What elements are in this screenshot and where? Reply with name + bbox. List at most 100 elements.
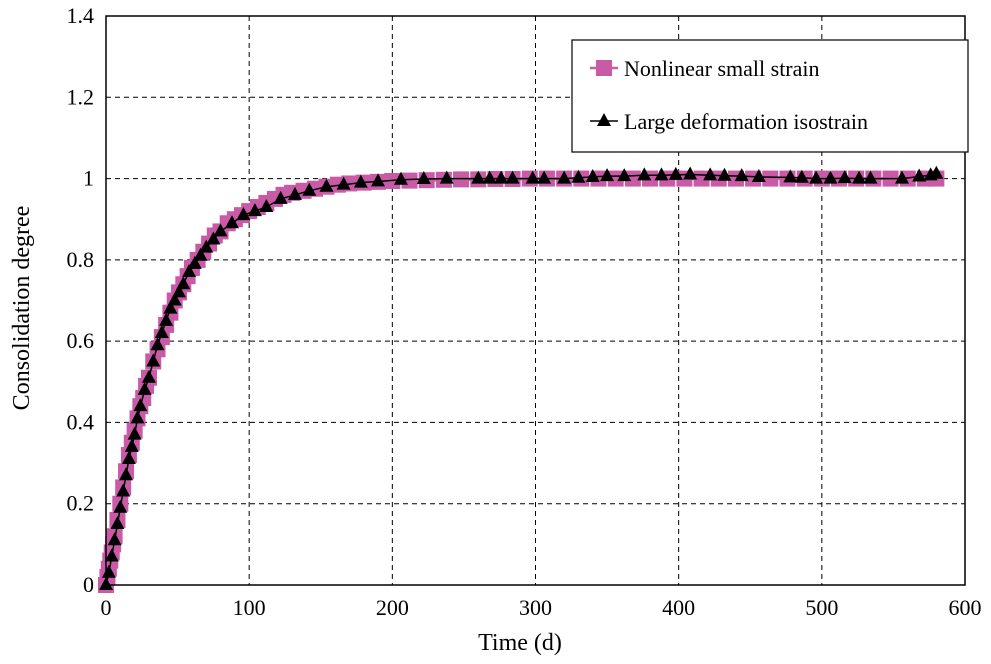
- data-point: [353, 174, 368, 188]
- data-point: [206, 231, 221, 245]
- data-point: [104, 548, 119, 562]
- data-point: [107, 532, 122, 546]
- data-point: [762, 170, 779, 187]
- data-point: [912, 168, 927, 182]
- data-point: [176, 276, 191, 290]
- legend-box: [571, 39, 969, 153]
- series-line: [105, 172, 937, 586]
- data-point: [154, 325, 169, 339]
- y-tick-label: 1: [83, 166, 94, 191]
- data-point: [159, 312, 174, 326]
- data-point: [453, 171, 470, 188]
- legend-label-nonlinear-small-strain: Nonlinear small strain: [624, 56, 820, 81]
- y-tick-label: 0.2: [67, 491, 95, 516]
- data-point: [439, 170, 454, 184]
- data-point: [124, 438, 139, 452]
- data-point: [852, 170, 867, 184]
- data-point: [182, 264, 197, 278]
- y-tick-label: 1.2: [67, 84, 95, 109]
- x-tick-label: 400: [662, 595, 695, 620]
- data-point: [600, 168, 615, 182]
- data-point: [137, 381, 152, 395]
- data-point: [199, 239, 214, 253]
- x-tick-label: 0: [101, 595, 112, 620]
- data-point: [172, 284, 187, 298]
- data-point: [167, 292, 182, 306]
- data-point: [247, 203, 262, 217]
- legend-entry-nonlinear-small-strain: Nonlinear small strain: [590, 56, 820, 81]
- data-point: [525, 170, 540, 184]
- data-point: [110, 516, 125, 530]
- series-layer: [98, 165, 945, 593]
- data-point: [783, 169, 798, 183]
- data-point: [794, 169, 809, 183]
- data-point: [141, 369, 156, 383]
- data-point: [236, 207, 251, 221]
- legend-entry-large-deformation-isostrain: Large deformation isostrain: [590, 109, 868, 134]
- data-point: [537, 170, 552, 184]
- x-tick-label: 600: [949, 595, 982, 620]
- data-point: [654, 167, 669, 181]
- data-point: [557, 170, 572, 184]
- data-point: [393, 171, 408, 185]
- y-tick-label: 1.4: [67, 3, 95, 28]
- data-point: [571, 169, 586, 183]
- data-point: [929, 165, 944, 179]
- y-axis-ticks: 0 0.2 0.4 0.6 0.8 1 1.2 1.4: [67, 3, 95, 597]
- data-point: [116, 483, 131, 497]
- data-point: [624, 170, 641, 187]
- data-point: [585, 168, 600, 182]
- legend-marker-triangle: [597, 113, 611, 126]
- y-tick-label: 0.4: [67, 409, 95, 434]
- data-point: [121, 451, 136, 465]
- legend: Nonlinear small strain Large deformation…: [571, 39, 969, 153]
- y-tick-label: 0: [83, 572, 94, 597]
- x-tick-label: 500: [805, 595, 838, 620]
- data-point: [895, 170, 910, 184]
- data-point: [637, 167, 652, 181]
- data-point: [302, 182, 317, 196]
- y-axis-title: Consolidation degree: [9, 206, 35, 411]
- data-point: [482, 170, 497, 184]
- x-tick-label: 300: [519, 595, 552, 620]
- data-point: [751, 168, 766, 182]
- data-point: [127, 426, 142, 440]
- data-point: [259, 199, 274, 213]
- data-point: [668, 166, 683, 180]
- data-point: [113, 499, 128, 513]
- data-point: [319, 178, 334, 192]
- data-point: [213, 223, 228, 237]
- data-point: [336, 176, 351, 190]
- plot-area-frame: [105, 15, 966, 586]
- data-point: [150, 337, 165, 351]
- series-line: [104, 177, 937, 586]
- data-point: [416, 170, 431, 184]
- legend-label-large-deformation-isostrain: Large deformation isostrain: [624, 109, 868, 134]
- x-tick-label: 100: [233, 595, 266, 620]
- data-point: [133, 398, 148, 412]
- data-point: [734, 168, 749, 182]
- data-point: [119, 467, 134, 481]
- data-point: [837, 170, 852, 184]
- data-point: [809, 170, 824, 184]
- data-point: [823, 170, 838, 184]
- x-axis-ticks: 0 100 200 300 400 500 600: [101, 595, 982, 620]
- x-axis-title: Time (d): [478, 630, 562, 656]
- data-point: [505, 170, 520, 184]
- data-point: [607, 170, 624, 187]
- y-tick-label: 0.8: [67, 247, 95, 272]
- legend-marker-square: [596, 60, 612, 76]
- data-point: [494, 170, 509, 184]
- y-tick-label: 0.6: [67, 328, 95, 353]
- data-point: [163, 300, 178, 314]
- data-point: [471, 170, 486, 184]
- data-point: [683, 166, 698, 180]
- data-point: [187, 255, 202, 269]
- series-1: [99, 165, 944, 590]
- data-point: [703, 167, 718, 181]
- data-point: [617, 168, 632, 182]
- data-point: [863, 170, 878, 184]
- x-tick-label: 200: [376, 595, 409, 620]
- data-point: [193, 247, 208, 261]
